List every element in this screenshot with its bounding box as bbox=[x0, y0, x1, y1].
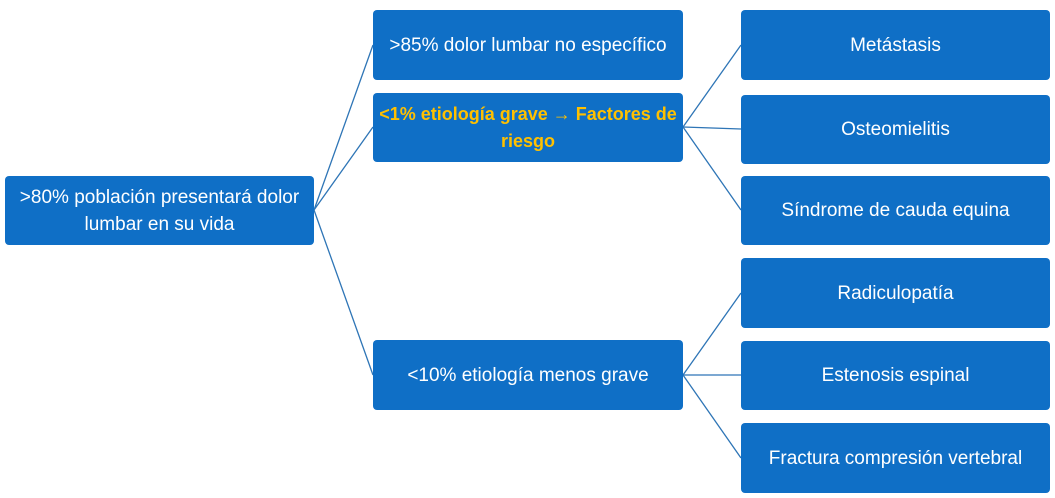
node-spinal-stenosis: Estenosis espinal bbox=[741, 341, 1050, 410]
root-node-back-pain-prevalence: >80% población presentará dolor lumbar e… bbox=[5, 176, 314, 245]
node-less-serious-etiology: <10% etiología menos grave bbox=[373, 340, 683, 410]
node-vertebral-compression-fracture: Fractura compresión vertebral bbox=[741, 423, 1050, 493]
connector-less-serious-to-radiculopathy bbox=[682, 292, 742, 376]
connector-root-to-serious bbox=[313, 126, 374, 211]
node-label: Estenosis espinal bbox=[821, 365, 970, 386]
node-label: <10% etiología menos grave bbox=[407, 364, 649, 386]
node-serious-etiology: <1% etiología grave → Factores de riesgo bbox=[373, 93, 683, 162]
node-label: Síndrome de cauda equina bbox=[781, 200, 1010, 221]
connector-serious-to-cauda-equina bbox=[682, 126, 742, 211]
node-metastasis: Metástasis bbox=[741, 10, 1050, 80]
node-radiculopathy: Radiculopatía bbox=[741, 258, 1050, 328]
connector-serious-to-metastasis bbox=[682, 44, 742, 128]
node-label: Radiculopatía bbox=[837, 282, 954, 304]
connector-root-to-less-serious bbox=[313, 209, 374, 376]
node-cauda-equina-syndrome: Síndrome de cauda equina bbox=[741, 176, 1050, 245]
node-label: Metástasis bbox=[850, 34, 941, 56]
node-label: Fractura compresión vertebral bbox=[768, 447, 1023, 469]
connector-less-serious-to-fracture bbox=[682, 374, 742, 459]
node-label: <1% etiología grave → Factores de riesgo bbox=[379, 103, 677, 151]
node-osteomyelitis: Osteomielitis bbox=[741, 95, 1050, 164]
root-node-label: >80% población presentará dolor lumbar e… bbox=[19, 186, 300, 235]
connector-serious-to-osteomyelitis bbox=[682, 126, 742, 130]
connector-root-to-nonspecific bbox=[313, 44, 374, 211]
node-label: Osteomielitis bbox=[841, 119, 950, 140]
node-nonspecific-back-pain: >85% dolor lumbar no específico bbox=[373, 10, 683, 80]
node-label: >85% dolor lumbar no específico bbox=[389, 34, 667, 56]
